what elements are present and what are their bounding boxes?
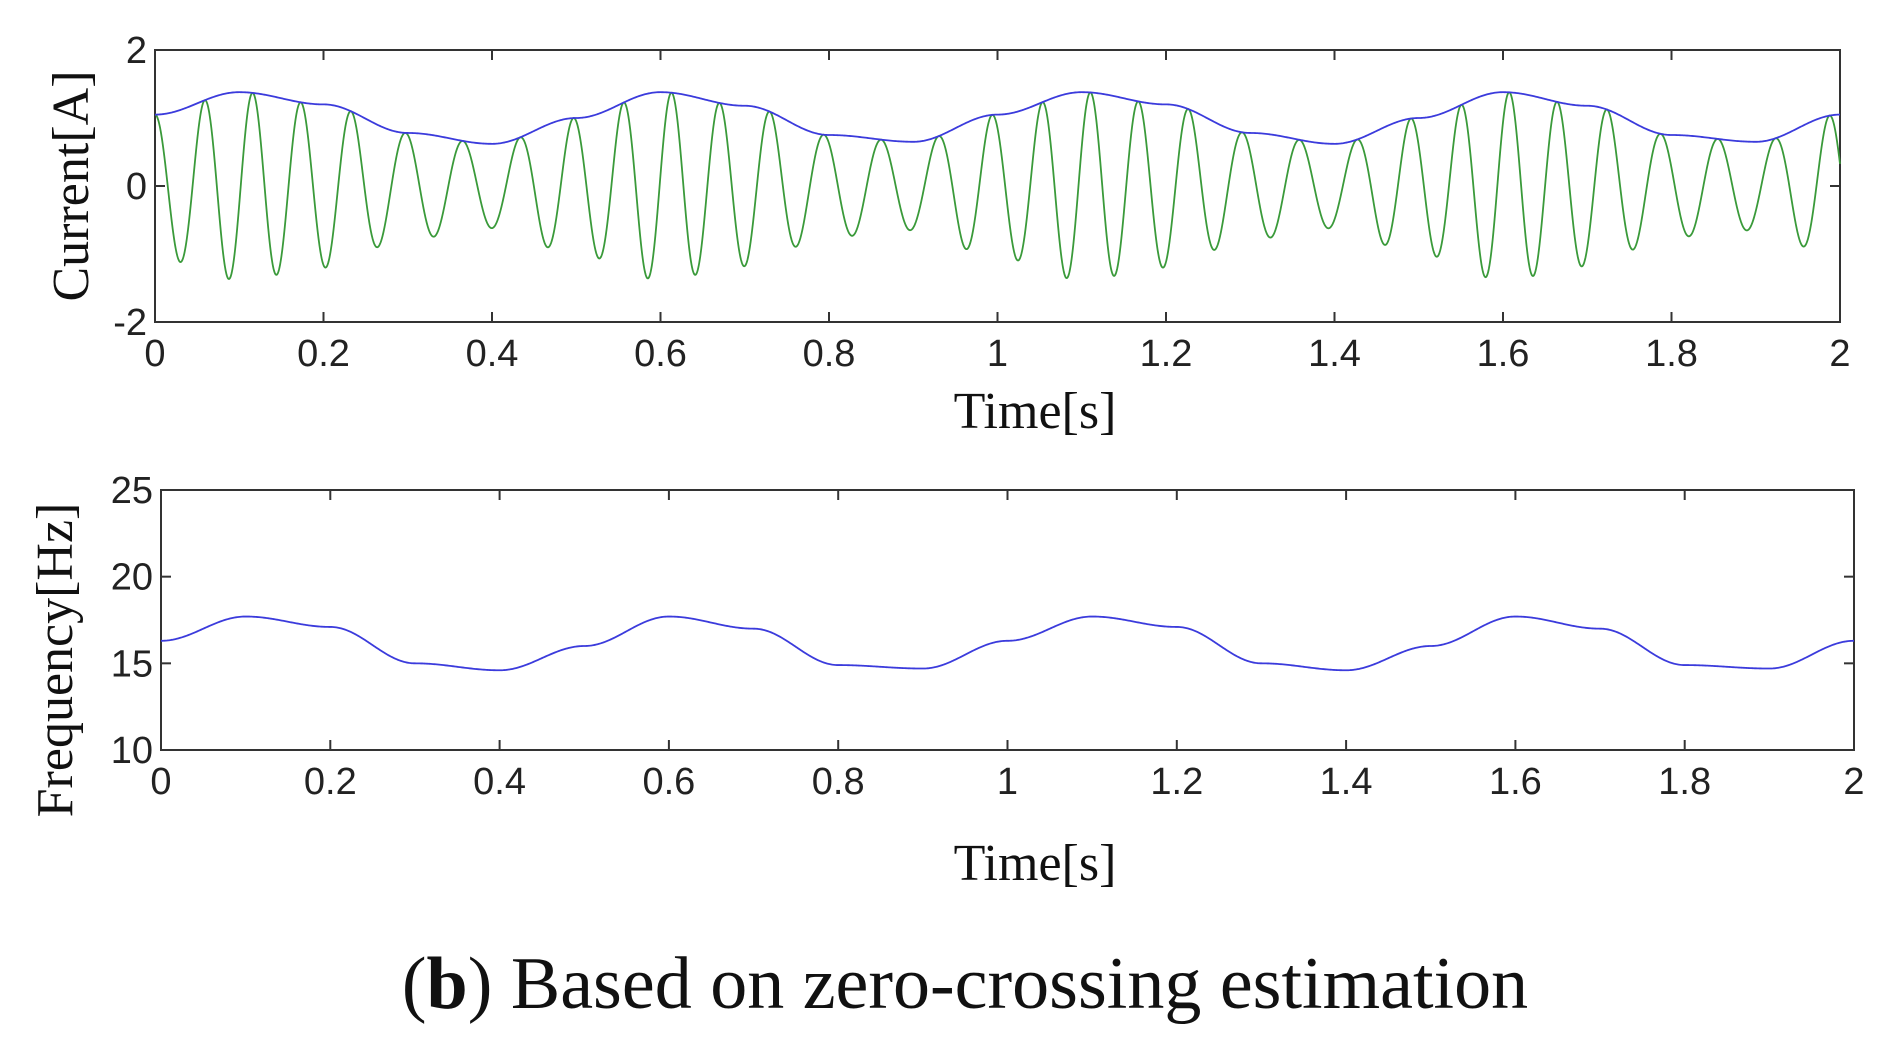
y-tick-label: 15: [111, 643, 153, 685]
x-tick-label: 1: [987, 333, 1008, 375]
x-tick-label: 2: [1843, 761, 1864, 803]
frequency-x-axis-title: Time[s]: [954, 835, 1117, 892]
x-tick-label: 1.4: [1320, 761, 1373, 803]
x-tick-label: 1.4: [1308, 333, 1361, 375]
current-plot: -202 0 0.2 0.4 0.6 0.8 1 1.2 1.4 1.6 1.8 2 Time[s]…: [43, 30, 1851, 440]
caption-open-paren: (: [402, 943, 427, 1025]
y-tick-label: 10: [111, 730, 153, 772]
current-x-ticks: 0 0.2 0.4 0.6 0.8 1 1.2 1.4 1.6 1.8 2: [144, 50, 1851, 375]
frequency-plot-frame: [160, 489, 1855, 751]
y-tick-label: 0: [126, 166, 147, 208]
x-tick-label: 0: [144, 333, 165, 375]
current-plot-frame: [154, 49, 1841, 323]
frequency-x-ticks: 0 0.2 0.4 0.6 0.8 1 1.2 1.4 1.6 1.8 2: [150, 490, 1865, 803]
caption-text: Based on zero-crossing estimation: [492, 943, 1528, 1025]
figure-caption: (b) Based on zero-crossing estimation: [402, 943, 1528, 1025]
frequency-line: [160, 615, 1855, 672]
x-tick-label: 1.2: [1140, 333, 1193, 375]
y-tick-label: 20: [111, 557, 153, 599]
x-tick-label: 1.6: [1477, 333, 1530, 375]
current-signal-line: [154, 91, 1841, 280]
frequency-y-ticks: 10 15 20 25: [111, 470, 1854, 772]
current-envelope-line: [154, 91, 1841, 145]
x-tick-label: 0.8: [812, 761, 865, 803]
x-tick-label: 0.2: [297, 333, 350, 375]
y-tick-label: 25: [111, 470, 153, 512]
current-y-axis-title: Current[A]: [43, 70, 100, 301]
current-x-axis-title: Time[s]: [954, 383, 1117, 440]
x-tick-label: 0: [150, 761, 171, 803]
x-tick-label: 0.4: [466, 333, 519, 375]
x-tick-label: 2: [1829, 333, 1850, 375]
x-tick-label: 0.2: [304, 761, 357, 803]
current-y-ticks: -2 0 2: [113, 30, 1840, 344]
frequency-y-axis-title: Frequency[Hz]: [27, 503, 84, 818]
x-tick-label: 1.6: [1489, 761, 1542, 803]
y-tick-label: -2: [113, 302, 147, 344]
frequency-plot: 10 15 20 25 0 0.2 0.4 0.6 0.8 1 1.2 1.4 1.6 1.8 2 Tim…: [27, 470, 1865, 892]
caption-close-paren: ): [468, 943, 493, 1025]
x-tick-label: 1.2: [1150, 761, 1203, 803]
x-tick-label: 1: [997, 761, 1018, 803]
caption-label: b: [427, 943, 468, 1025]
x-tick-label: 1.8: [1658, 761, 1711, 803]
x-tick-label: 0.6: [642, 761, 695, 803]
x-tick-label: 0.4: [473, 761, 526, 803]
x-tick-label: 0.8: [803, 333, 856, 375]
x-tick-label: 0.6: [634, 333, 687, 375]
x-tick-label: 1.8: [1645, 333, 1698, 375]
y-tick-label: 2: [126, 30, 147, 72]
